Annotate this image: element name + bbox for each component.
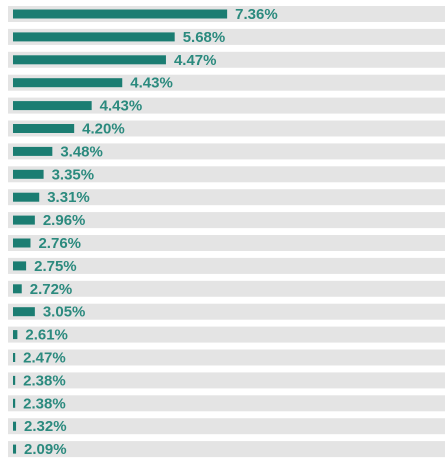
bar-label: 2.09% — [24, 441, 67, 458]
bar-label: 5.68% — [183, 29, 226, 46]
row-track — [8, 189, 445, 206]
bar-label: 2.96% — [43, 212, 86, 229]
row-track — [8, 212, 445, 229]
row-track — [8, 326, 445, 343]
row-track — [8, 372, 445, 389]
bar — [13, 215, 35, 225]
bar — [13, 375, 16, 385]
row-track — [8, 303, 445, 320]
bar — [13, 124, 75, 133]
bar — [13, 78, 123, 88]
bar-label: 2.75% — [34, 258, 77, 275]
row-track — [8, 166, 445, 183]
bar-label: 3.35% — [52, 166, 95, 183]
bar-label: 2.38% — [23, 372, 66, 389]
row-track — [8, 441, 445, 458]
bar-label: 2.38% — [23, 395, 66, 412]
bar — [13, 421, 17, 431]
bar-label: 4.20% — [82, 120, 125, 137]
bar-label: 2.47% — [23, 349, 66, 366]
bar-label: 2.32% — [24, 418, 67, 435]
bar — [13, 169, 44, 179]
bar — [13, 238, 31, 248]
row-track — [8, 349, 445, 366]
bar-label: 7.36% — [235, 6, 278, 23]
bar-label: 4.47% — [174, 52, 217, 69]
row-track — [8, 120, 445, 137]
bar — [13, 146, 53, 156]
row-track — [8, 143, 445, 160]
row-track — [8, 257, 445, 274]
bar-label: 3.48% — [60, 143, 103, 160]
bar — [13, 307, 35, 317]
bar — [13, 55, 166, 65]
bar — [13, 261, 27, 271]
bar — [13, 192, 40, 202]
row-track — [8, 97, 445, 114]
bar — [13, 32, 175, 42]
bar — [13, 353, 16, 362]
bar-label: 3.31% — [47, 189, 90, 206]
bar-label: 2.61% — [25, 327, 68, 344]
bar-label: 3.05% — [43, 304, 86, 321]
row-track — [8, 235, 445, 251]
row-track — [8, 395, 445, 412]
bar-label: 2.72% — [30, 281, 73, 298]
bar — [13, 9, 228, 19]
bar — [13, 284, 22, 294]
bar — [13, 398, 16, 408]
bar — [13, 330, 18, 340]
bar — [13, 101, 92, 111]
bar-label: 2.76% — [38, 235, 81, 252]
row-track — [8, 280, 445, 297]
row-track — [8, 418, 445, 435]
bar — [13, 444, 17, 454]
bar-label: 4.43% — [100, 98, 143, 115]
bar-label: 4.43% — [130, 75, 173, 92]
